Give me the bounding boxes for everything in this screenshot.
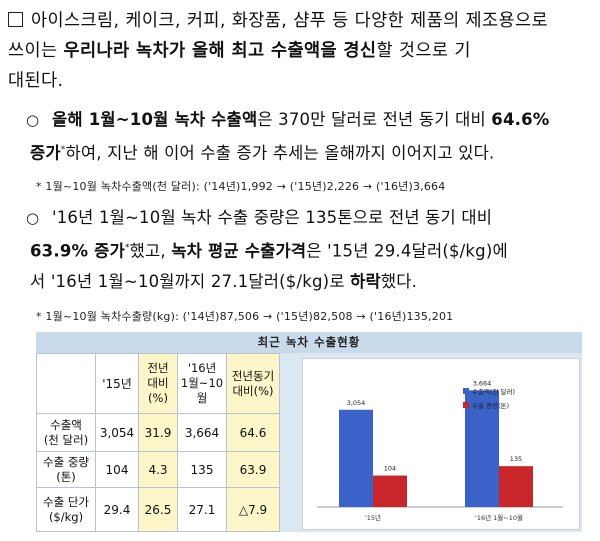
row-label: 수출 중량 (톤) [36, 451, 96, 488]
cell-same-ratio: 64.6 [226, 413, 280, 452]
chart-legend-swatch [463, 402, 469, 408]
cell-same-ratio: 63.9 [226, 451, 280, 488]
header-2016: '16년 1월~10월 [177, 353, 227, 414]
bullet-1-percent: 64.6% [491, 110, 550, 129]
row-label-line1: 수출 단가 [43, 494, 89, 509]
bullet-2-text-a: '16년 1월~10월 녹차 수출 중량은 135톤으로 전년 동기 대비 [52, 208, 493, 227]
row-label-line2: ($/kg) [48, 509, 84, 524]
table-header-row: '15년 전년 대비(%) '16년 1월~10월 전년동기 대비(%) [36, 353, 280, 414]
export-status-table: '15년 전년 대비(%) '16년 1월~10월 전년동기 대비(%) 수출액 (천 … [36, 353, 280, 532]
cell-2016: 135 [177, 451, 227, 488]
bullet-point-2: ○ '16년 1월~10월 녹차 수출 중량은 135톤으로 전년 동기 대비 … [26, 203, 596, 297]
cell-2015: 29.4 [95, 487, 139, 532]
header-same-ratio-line2: 대비(%) [232, 383, 274, 398]
header-2016-line2: 1월~10월 [180, 376, 224, 405]
header-2015: '15년 [95, 353, 139, 414]
bullet-2-text-c: 은 '15년 29.4달러($/kg)에 [306, 241, 508, 261]
intro-paragraph: 아이스크림, 케이크, 커피, 화장품, 샴푸 등 다양한 제품의 제조용으로 … [8, 6, 596, 96]
bullet-2-line-3: 서 '16년 1월~10월까지 27.1달러($/kg)로 하락했다. [30, 267, 596, 297]
chart-bar [373, 475, 407, 507]
intro-line-2-pre: 쓰이는 [8, 41, 64, 61]
bullet-2-text-d: 서 '16년 1월~10월까지 27.1달러($/kg)로 [30, 271, 351, 291]
row-label-line1: 수출 중량 [43, 454, 89, 469]
row-label-line1: 수출액 [50, 417, 82, 432]
chart-category-label: '15년 [365, 513, 381, 522]
bullet-2-line-2: 63.9% 증가*했고, 녹차 평균 수출가격은 '15년 29.4달러($/k… [30, 233, 596, 267]
cell-same-ratio: △7.9 [226, 487, 280, 532]
cell-2015: 3,054 [95, 413, 139, 452]
cell-2016: 3,664 [177, 413, 227, 452]
bullet-1-increase: 증가 [30, 143, 61, 163]
cell-prev-ratio: 31.9 [138, 413, 178, 452]
cell-prev-ratio: 4.3 [138, 451, 178, 488]
bullet-point-1-text: 올해 1월~10월 녹차 수출액은 370만 달러로 전년 동기 대비 64.6… [30, 105, 596, 135]
chart-bar [465, 390, 499, 507]
footnote-marker: * [60, 145, 66, 155]
chart-svg: 3,054 104 '15년 3,664 135 '16년 1월~10월 수출액(천 달러)… [317, 379, 563, 522]
export-status-panel: 최근 녹차 수출현황 '15년 전년 대비(%) '16년 1월~10월 전년동기 대… [36, 332, 582, 532]
cell-2016: 27.1 [177, 487, 227, 532]
export-bar-chart: 3,054 104 '15년 3,664 135 '16년 1월~10월 수출액(천 달러)… [302, 358, 580, 530]
table-row: 수출 중량 (톤) 104 4.3 135 63.9 [36, 451, 280, 488]
footnote-marker: * [124, 243, 130, 253]
row-label-line2: (천 달러) [43, 432, 89, 447]
chart-data-label: 135 [510, 455, 522, 463]
bullet-1-text-a: 은 370만 달러로 전년 동기 대비 [257, 110, 492, 129]
bullet-2-avg-price: 녹차 평균 수출가격 [171, 241, 307, 261]
intro-line-2-post: 할 것으로 기 [376, 41, 471, 61]
header-same-ratio: 전년동기 대비(%) [226, 353, 280, 414]
header-prev-ratio: 전년 대비(%) [138, 353, 178, 414]
intro-line-1: 아이스크림, 케이크, 커피, 화장품, 샴푸 등 다양한 제품의 제조용으로 [8, 6, 596, 36]
checkbox-square-icon [8, 12, 23, 27]
export-value-heading: 올해 1월~10월 녹차 수출액 [52, 110, 258, 129]
bullet-1-text-b: 하여, 지난 해 이어 수출 증가 추세는 올해까지 이어지고 있다. [65, 143, 495, 163]
chart-legend-label: 수출액(천 달러) [472, 387, 515, 396]
intro-line-3: 대된다. [8, 71, 64, 91]
chart-legend-label: 수출 중량(톤) [472, 401, 509, 410]
row-label: 수출액 (천 달러) [36, 413, 96, 452]
chart-legend-swatch [463, 388, 469, 394]
row-label-line2: (톤) [56, 469, 76, 484]
intro-line-2-bold: 우리나라 녹차가 올해 최고 수출액을 경신 [63, 41, 377, 61]
cell-2015: 104 [95, 451, 139, 488]
bullet-2-text-e: 했다. [380, 271, 418, 291]
chart-data-label: 3,054 [347, 399, 366, 407]
footnote-export-value: * 1월~10월 녹차수출액(천 달러): ('14년)1,992 → ('15… [36, 180, 446, 193]
chart-data-label: 3,664 [473, 379, 492, 387]
table-row: 수출액 (천 달러) 3,054 31.9 3,664 64.6 [36, 413, 280, 452]
bullet-point-1-text-2: 증가*하여, 지난 해 이어 수출 증가 추세는 올해까지 이어지고 있다. [30, 135, 596, 169]
intro-line-2: 쓰이는 우리나라 녹차가 올해 최고 수출액을 경신할 것으로 기 [8, 36, 596, 66]
chart-category-label: '16년 1월~10월 [475, 513, 523, 522]
header-prev-ratio-line2: 대비(%) [147, 376, 169, 405]
bullet-circle-icon: ○ [26, 209, 40, 227]
bullet-2-percent: 63.9% 증가 [30, 241, 125, 261]
chart-bar [339, 409, 373, 507]
table-row: 수출 단가 ($/kg) 29.4 26.5 27.1 △7.9 [36, 487, 280, 532]
header-prev-ratio-line1: 전년 [147, 361, 169, 375]
chart-data-label: 104 [384, 465, 396, 473]
header-2016-line1: '16년 [187, 361, 217, 375]
intro-line-1-text: 아이스크림, 케이크, 커피, 화장품, 샴푸 등 다양한 제품의 제조용으로 [31, 11, 549, 31]
bullet-2-text-b: 했고, [129, 241, 172, 261]
panel-title: 최근 녹차 수출현황 [36, 332, 582, 353]
table-corner-cell [36, 353, 96, 414]
header-same-ratio-line1: 전년동기 [231, 368, 275, 383]
cell-prev-ratio: 26.5 [138, 487, 178, 532]
bullet-circle-icon: ○ [26, 111, 40, 129]
chart-bar [499, 466, 533, 507]
bullet-2-decrease: 하락 [350, 271, 381, 291]
footnote-export-weight: * 1월~10월 녹차수출량(kg): ('14년)87,506 → ('15년… [36, 310, 454, 323]
row-label: 수출 단가 ($/kg) [36, 487, 96, 532]
bullet-point-1: ○ 올해 1월~10월 녹차 수출액은 370만 달러로 전년 동기 대비 64… [26, 105, 596, 169]
